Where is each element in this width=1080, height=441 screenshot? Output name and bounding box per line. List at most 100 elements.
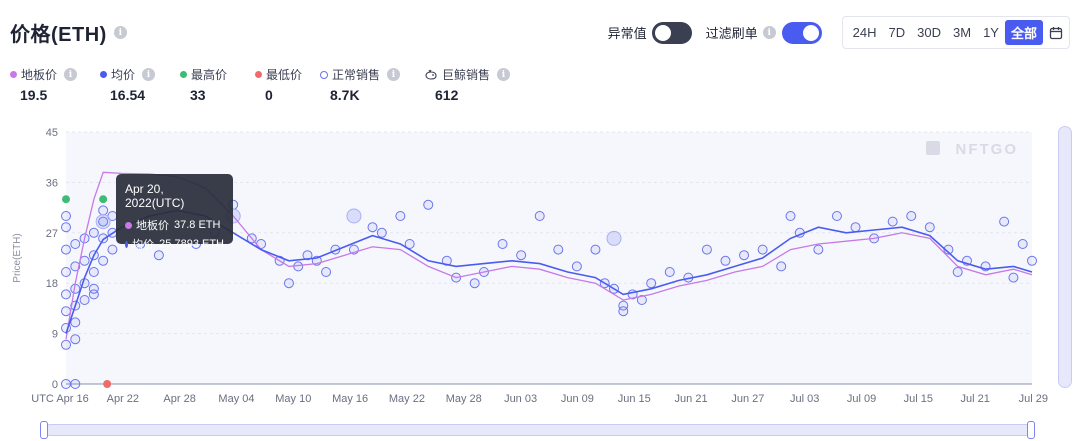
range-button-0[interactable]: 24H xyxy=(852,25,877,40)
legend-item-1[interactable]: 均价 i 16.54 xyxy=(100,66,180,103)
sale-point xyxy=(999,216,1010,227)
info-icon[interactable]: i xyxy=(113,26,127,39)
sale-point xyxy=(720,255,731,266)
x-tick-label: Jul 21 xyxy=(960,393,989,405)
legend-dot-icon xyxy=(100,71,107,78)
tooltip-row: 地板价 37.8 ETH xyxy=(125,217,224,233)
legend-item-2[interactable]: 最高价 33 xyxy=(180,66,255,103)
sale-point xyxy=(906,211,917,221)
x-tick-label: May 10 xyxy=(275,393,311,405)
y-tick-label: 45 xyxy=(46,127,58,139)
sale-point xyxy=(61,222,71,233)
filter-toggle[interactable] xyxy=(781,21,822,44)
max-price-point xyxy=(62,195,70,204)
x-tick-label: May 04 xyxy=(218,393,254,405)
sale-point xyxy=(395,211,406,221)
legend-dot-icon xyxy=(180,71,187,78)
anomaly-toggle[interactable] xyxy=(651,21,692,44)
legend-value: 19.5 xyxy=(20,87,48,103)
sale-point xyxy=(321,267,332,277)
sale-point xyxy=(153,250,164,261)
x-tick-label: Jul 09 xyxy=(847,393,876,405)
watermark-logo-icon xyxy=(926,141,940,155)
sale-point xyxy=(98,233,109,244)
legend-item-4[interactable]: 正常销售 i 8.7K xyxy=(320,66,425,103)
sale-point xyxy=(850,222,861,233)
sale-point xyxy=(943,244,954,255)
sale-point xyxy=(61,211,71,221)
sale-point xyxy=(813,244,824,255)
range-button-3[interactable]: 3M xyxy=(953,25,972,40)
legend-ring-icon xyxy=(320,70,328,79)
calendar-icon[interactable] xyxy=(1049,26,1063,40)
tooltip-value: 25.7893 ETH xyxy=(159,238,224,250)
chart-header: 价格(ETH) i xyxy=(10,18,127,47)
info-icon[interactable]: i xyxy=(497,68,511,81)
range-button-2[interactable]: 30D xyxy=(917,25,942,40)
legend-value: 16.54 xyxy=(110,87,146,103)
tooltip-dot-icon xyxy=(125,240,129,248)
chart-tooltip: Apr 20, 2022(UTC) 地板价 37.8 ETH 均价 25.7893 E… xyxy=(116,174,233,251)
legend-item-5[interactable]: 巨鲸销售 i 612 xyxy=(425,66,525,103)
filter-label: 过滤刷单 xyxy=(705,26,758,41)
legend-dot-icon xyxy=(10,71,17,78)
sale-point xyxy=(88,267,99,277)
sale-point xyxy=(70,317,81,328)
zoom-handle-right[interactable] xyxy=(1027,421,1035,439)
y-tick-label: 36 xyxy=(46,177,58,189)
page-title: 价格(ETH) xyxy=(10,24,107,46)
x-tick-label: May 22 xyxy=(389,393,425,405)
legend-value: 33 xyxy=(190,87,206,103)
sale-point xyxy=(636,295,647,305)
sale-point xyxy=(887,216,898,227)
sale-point xyxy=(534,211,545,221)
vertical-zoom-slider[interactable] xyxy=(1058,126,1072,388)
x-tick-label: Jun 03 xyxy=(504,393,537,405)
info-icon[interactable]: i xyxy=(387,68,401,81)
range-button-4[interactable]: 1Y xyxy=(983,25,999,40)
sale-point xyxy=(79,295,90,305)
legend-label: 正常销售 xyxy=(332,68,381,82)
info-icon[interactable]: i xyxy=(64,68,78,81)
sale-point xyxy=(70,239,81,249)
range-button-1[interactable]: 7D xyxy=(888,25,906,40)
sale-point xyxy=(70,379,81,389)
x-tick-label: UTC Apr 16 xyxy=(31,393,88,405)
sale-point xyxy=(646,278,657,289)
zoom-handle-left[interactable] xyxy=(40,421,48,439)
sale-point xyxy=(553,244,564,255)
legend-value: 0 xyxy=(265,87,273,103)
info-icon[interactable]: i xyxy=(142,68,156,81)
y-axis-label: Price(ETH) xyxy=(12,233,23,282)
x-tick-label: Jun 27 xyxy=(731,393,764,405)
plot-area xyxy=(66,132,1032,384)
sale-point xyxy=(98,205,109,216)
sale-point xyxy=(1017,239,1028,249)
sale-point xyxy=(701,244,712,255)
whale-sale-point xyxy=(346,208,362,224)
x-tick-label: Jun 15 xyxy=(618,393,651,405)
sale-point xyxy=(776,261,787,272)
sale-point xyxy=(785,211,796,221)
legend-item-3[interactable]: 最低价 0 xyxy=(255,66,320,103)
info-icon[interactable]: i xyxy=(762,26,776,39)
sale-point xyxy=(376,227,387,238)
tooltip-label: 均价 xyxy=(132,239,155,251)
x-tick-label: May 28 xyxy=(446,393,482,405)
chart-legend: 地板价 i 19.5 均价 i 16.54 最高价 33 最低价 0 正常销售 i 8.7K 巨鲸销售 i 6… xyxy=(10,66,525,103)
sale-point xyxy=(618,306,629,317)
sale-point xyxy=(757,244,768,255)
legend-item-0[interactable]: 地板价 i 19.5 xyxy=(10,66,100,103)
horizontal-zoom-slider[interactable] xyxy=(44,424,1034,436)
sale-point xyxy=(831,211,842,221)
range-button-5[interactable]: 全部 xyxy=(1004,20,1043,45)
anomaly-label: 异常值 xyxy=(607,26,647,41)
sale-point xyxy=(98,216,109,227)
tooltip-date: Apr 20, 2022(UTC) xyxy=(125,182,185,210)
sale-point xyxy=(70,261,81,272)
x-tick-label: Apr 22 xyxy=(107,393,139,405)
watermark: NFTGO xyxy=(956,141,1019,158)
sale-point xyxy=(571,261,582,272)
legend-value: 612 xyxy=(435,87,459,103)
x-tick-label: Jul 15 xyxy=(904,393,933,405)
